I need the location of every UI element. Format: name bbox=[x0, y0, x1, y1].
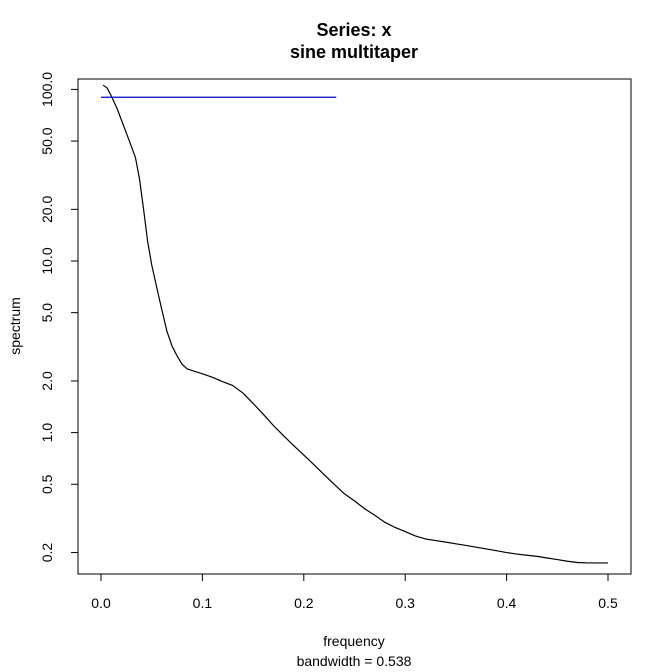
x-tick-label: 0.4 bbox=[497, 595, 517, 611]
y-tick-label: 5.0 bbox=[39, 303, 55, 323]
x-axis: 0.0 0.1 0.2 0.3 0.4 0.5 bbox=[91, 574, 618, 611]
x-tick-label: 0.3 bbox=[395, 595, 415, 611]
y-tick-label: 2.0 bbox=[39, 371, 55, 391]
x-tick-label: 0.0 bbox=[91, 595, 111, 611]
x-axis-label: frequency bbox=[323, 633, 384, 649]
y-tick-label: 1.0 bbox=[39, 423, 55, 443]
chart-title: Series: x bbox=[316, 20, 391, 40]
y-tick-label: 0.2 bbox=[39, 543, 55, 563]
y-axis: 0.2 0.5 1.0 2.0 5.0 10.0 20.0 50.0 100.0 bbox=[39, 72, 78, 563]
y-tick-label: 10.0 bbox=[39, 247, 55, 274]
x-tick-label: 0.1 bbox=[193, 595, 213, 611]
y-axis-label: spectrum bbox=[7, 297, 23, 355]
y-tick-label: 50.0 bbox=[39, 127, 55, 154]
x-tick-label: 0.5 bbox=[598, 595, 618, 611]
y-tick-label: 0.5 bbox=[39, 474, 55, 494]
chart-subtitle: sine multitaper bbox=[290, 42, 418, 62]
plot-area bbox=[77, 78, 632, 575]
y-tick-label: 20.0 bbox=[39, 196, 55, 223]
x-axis-sublabel: bandwidth = 0.538 bbox=[297, 653, 412, 669]
series-layer bbox=[101, 84, 608, 564]
x-tick-label: 0.2 bbox=[294, 595, 314, 611]
spectrum-line bbox=[102, 84, 608, 564]
y-tick-label: 100.0 bbox=[39, 72, 55, 107]
